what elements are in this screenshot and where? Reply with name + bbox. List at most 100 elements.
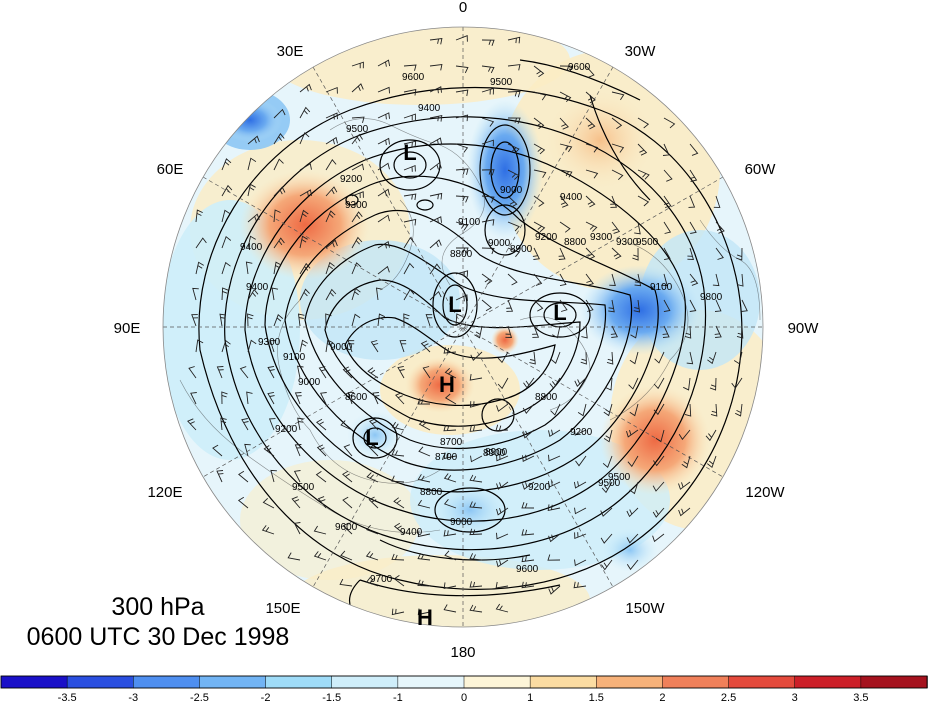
wind-barb [663, 247, 671, 261]
contour-label: 8800 [564, 237, 587, 248]
wind-barb [505, 325, 513, 338]
high-marker: H [417, 605, 433, 630]
wind-barb [559, 143, 573, 153]
wind-barb [342, 522, 353, 535]
wind-barb [522, 403, 535, 414]
wind-barb [507, 169, 520, 180]
wind-barb [559, 221, 571, 233]
contour-label: 9600 [402, 72, 425, 83]
colorbar-swatch [265, 675, 333, 689]
colorbar-swatch [529, 675, 598, 689]
wind-barb [273, 314, 284, 327]
wind-barb [710, 403, 718, 417]
wind-barb [585, 273, 594, 286]
colorbar-tick-label: -2 [261, 692, 271, 702]
wind-barb [342, 470, 353, 483]
wind-barb [325, 288, 337, 301]
wind-barb [601, 481, 613, 494]
wind-barb [548, 480, 561, 488]
contour-label: 9200 [570, 427, 593, 438]
wind-barb [377, 86, 390, 94]
wind-barb [652, 507, 665, 518]
wind-barb [629, 351, 639, 365]
wind-barb [655, 429, 665, 443]
wind-barb [351, 262, 362, 275]
wind-barb [585, 117, 596, 130]
wind-barb [715, 221, 725, 234]
wind-barb [481, 65, 495, 74]
wind-barb [574, 507, 587, 515]
wind-barb [403, 89, 417, 96]
wind-barb [391, 449, 405, 457]
wind-barb [293, 470, 301, 483]
wind-barb [403, 237, 415, 249]
high-marker: H [439, 372, 455, 397]
wind-barb [600, 507, 613, 517]
wind-barb [195, 339, 204, 353]
wind-barb [469, 401, 483, 408]
wind-barb [377, 240, 390, 249]
wind-barb [611, 221, 621, 234]
contour-label: 9400 [560, 192, 583, 203]
wind-barbs [187, 35, 748, 616]
contour-label: 9500 [346, 124, 369, 135]
wind-barb [637, 195, 650, 207]
contour-label: 8700 [440, 437, 463, 448]
wind-barb [481, 169, 495, 176]
wind-barb [216, 366, 224, 379]
wind-barb [221, 158, 232, 171]
wind-barb [683, 377, 691, 391]
wind-barb [663, 195, 672, 208]
wind-barb [395, 392, 405, 405]
wind-barb [496, 532, 509, 540]
wind-barb [347, 392, 355, 405]
wind-barb [368, 444, 379, 457]
wind-barb [626, 507, 639, 518]
wind-barb [444, 393, 457, 405]
colorbar-tick-label: 0 [461, 692, 467, 702]
wind-barb [246, 391, 253, 405]
wind-barb [681, 455, 691, 469]
wind-barb [469, 553, 483, 561]
wind-barb [705, 429, 717, 442]
colorbar-swatch [397, 675, 465, 689]
contour-label: 9000 [298, 377, 321, 388]
wind-barb [688, 195, 696, 208]
wind-barb [611, 143, 625, 153]
contour-label: 8900 [483, 448, 506, 459]
wind-barb [221, 235, 232, 249]
wind-barb [662, 325, 670, 338]
wind-barb [443, 473, 457, 483]
wind-barb [496, 559, 509, 568]
wind-barb [403, 164, 416, 172]
wind-barb [247, 213, 260, 223]
wind-barb [377, 313, 385, 327]
wind-barb [299, 106, 311, 119]
wind-barb [605, 377, 613, 391]
wind-barb [455, 114, 469, 122]
wind-barb [417, 499, 431, 509]
wind-barb [351, 83, 364, 93]
wind-barb [663, 299, 671, 313]
wind-barb [393, 497, 405, 509]
wind-barb [370, 340, 379, 353]
wind-barb [496, 454, 509, 462]
wind-barb [375, 287, 383, 301]
wind-barb [443, 347, 457, 354]
wind-barb [367, 367, 379, 379]
wind-barb [481, 219, 495, 226]
wind-barb [443, 424, 457, 432]
wind-barb [629, 403, 639, 417]
wind-barb [689, 221, 697, 234]
wind-barb [391, 553, 405, 561]
wind-barb [347, 340, 355, 353]
wind-barb [403, 113, 416, 121]
wind-barb [715, 247, 724, 260]
wind-barb [678, 429, 691, 441]
wind-barb [689, 169, 698, 182]
contour-label: 9200 [275, 424, 298, 435]
wind-barb [687, 247, 695, 260]
wind-barb [714, 325, 722, 338]
wind-barb [293, 522, 301, 535]
